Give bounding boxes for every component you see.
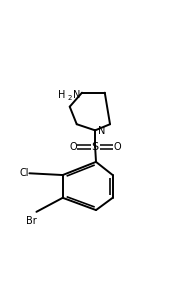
Text: Cl: Cl — [19, 168, 29, 178]
Text: 2: 2 — [67, 96, 72, 101]
Text: O: O — [69, 142, 77, 152]
Text: S: S — [91, 142, 99, 152]
Text: N: N — [73, 90, 81, 100]
Text: H: H — [58, 90, 65, 100]
Text: Br: Br — [26, 216, 36, 225]
Text: N: N — [98, 126, 106, 136]
Text: O: O — [113, 142, 121, 152]
